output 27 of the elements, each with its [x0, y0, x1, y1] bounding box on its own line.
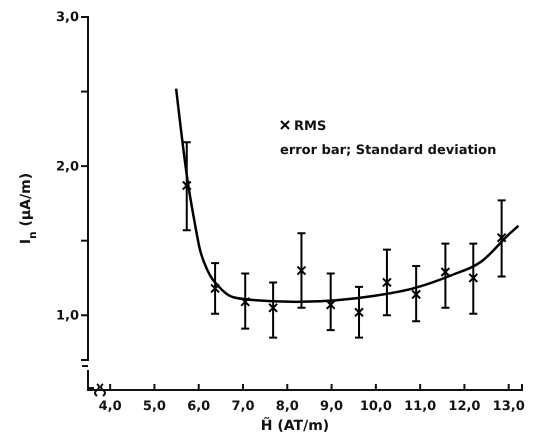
point	[468, 272, 478, 283]
point	[411, 289, 422, 300]
x-tick-label: 6,0	[187, 398, 210, 414]
point	[210, 283, 220, 294]
point	[268, 302, 278, 313]
point	[182, 180, 192, 191]
point	[440, 267, 450, 278]
y-tick-label: 3,0	[56, 10, 79, 26]
x-tick-label: 13,0	[492, 398, 525, 414]
x-tick-label: 4,0	[98, 398, 122, 414]
point	[354, 307, 364, 318]
annotation: error bar; Standard deviation	[280, 143, 496, 158]
x-tick-label: 5,0	[142, 398, 166, 414]
x-tick-label: 9,0	[320, 398, 344, 414]
x-tick-label: 10,0	[360, 398, 392, 414]
legend-label: RMS	[294, 119, 326, 134]
y-tick-label: 1,0	[56, 308, 79, 324]
x-tick-label: 12,0	[448, 398, 480, 414]
point	[296, 266, 306, 276]
x-tick-label: 8,0	[276, 398, 299, 414]
x-tick-label: 11,0	[404, 398, 436, 414]
x-axis-title: H̃ (AT/m)	[260, 416, 330, 434]
point	[382, 277, 392, 288]
x-tick-label: 7,0	[231, 398, 255, 414]
y-tick-label: 2,0	[56, 159, 79, 174]
point	[240, 296, 250, 307]
point	[496, 232, 507, 243]
